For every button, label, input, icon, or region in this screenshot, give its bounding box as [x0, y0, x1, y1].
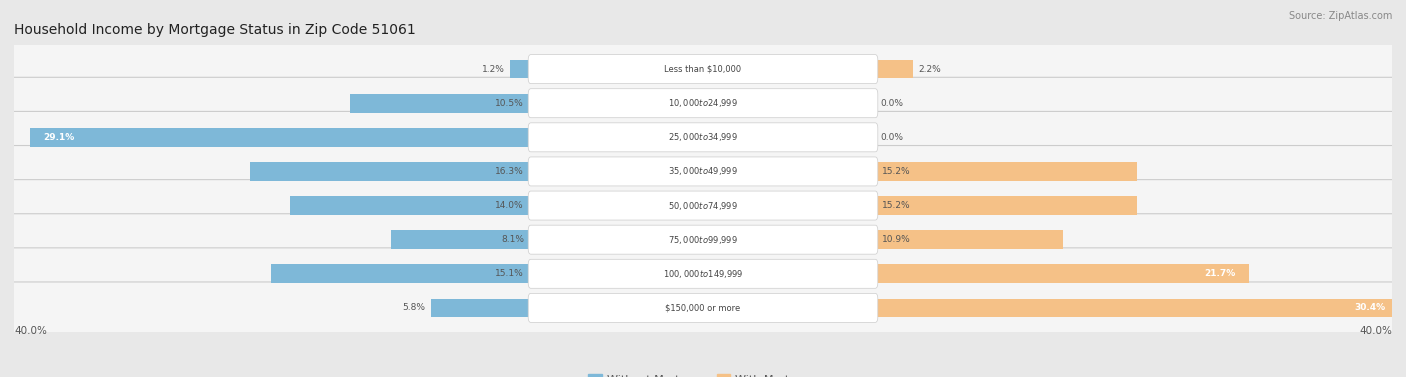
FancyBboxPatch shape [529, 225, 877, 254]
Text: 0.0%: 0.0% [880, 133, 904, 142]
Text: $50,000 to $74,999: $50,000 to $74,999 [668, 199, 738, 211]
FancyBboxPatch shape [8, 248, 1398, 300]
Bar [510, 60, 531, 78]
FancyBboxPatch shape [8, 146, 1398, 198]
Text: $100,000 to $149,999: $100,000 to $149,999 [662, 268, 744, 280]
Bar [875, 230, 1063, 249]
Bar [875, 196, 1137, 215]
Bar [391, 230, 531, 249]
Text: 40.0%: 40.0% [14, 326, 46, 336]
Text: $25,000 to $34,999: $25,000 to $34,999 [668, 131, 738, 143]
FancyBboxPatch shape [529, 89, 877, 118]
Bar [875, 299, 1399, 317]
Text: 15.2%: 15.2% [882, 167, 911, 176]
FancyBboxPatch shape [8, 179, 1398, 231]
FancyBboxPatch shape [529, 191, 877, 220]
FancyBboxPatch shape [8, 77, 1398, 129]
Bar [271, 264, 531, 283]
Bar [250, 162, 531, 181]
FancyBboxPatch shape [529, 293, 877, 322]
Text: 2.2%: 2.2% [918, 64, 941, 74]
Text: 10.5%: 10.5% [495, 99, 524, 108]
FancyBboxPatch shape [529, 157, 877, 186]
Text: $10,000 to $24,999: $10,000 to $24,999 [668, 97, 738, 109]
Text: 15.2%: 15.2% [882, 201, 911, 210]
FancyBboxPatch shape [529, 123, 877, 152]
Text: 40.0%: 40.0% [1360, 326, 1392, 336]
Text: 5.8%: 5.8% [402, 303, 426, 313]
FancyBboxPatch shape [529, 55, 877, 84]
Text: 16.3%: 16.3% [495, 167, 524, 176]
Text: 1.2%: 1.2% [482, 64, 505, 74]
Bar [875, 264, 1249, 283]
Text: 0.0%: 0.0% [880, 99, 904, 108]
FancyBboxPatch shape [8, 282, 1398, 334]
Text: $75,000 to $99,999: $75,000 to $99,999 [668, 234, 738, 246]
Text: 10.9%: 10.9% [882, 235, 911, 244]
Legend: Without Mortgage, With Mortgage: Without Mortgage, With Mortgage [583, 370, 823, 377]
FancyBboxPatch shape [8, 214, 1398, 265]
Text: Source: ZipAtlas.com: Source: ZipAtlas.com [1288, 11, 1392, 21]
FancyBboxPatch shape [8, 112, 1398, 163]
Text: Household Income by Mortgage Status in Zip Code 51061: Household Income by Mortgage Status in Z… [14, 23, 416, 37]
Text: 15.1%: 15.1% [495, 269, 524, 278]
Bar [350, 94, 531, 113]
Text: 29.1%: 29.1% [44, 133, 75, 142]
Text: 8.1%: 8.1% [501, 235, 524, 244]
Bar [875, 60, 912, 78]
Text: 30.4%: 30.4% [1354, 303, 1385, 313]
Text: Less than $10,000: Less than $10,000 [665, 64, 741, 74]
FancyBboxPatch shape [529, 259, 877, 288]
FancyBboxPatch shape [8, 43, 1398, 95]
Bar [30, 128, 531, 147]
Bar [875, 162, 1137, 181]
Text: 14.0%: 14.0% [495, 201, 524, 210]
Text: 21.7%: 21.7% [1204, 269, 1236, 278]
Bar [290, 196, 531, 215]
Text: $35,000 to $49,999: $35,000 to $49,999 [668, 166, 738, 178]
Bar [430, 299, 531, 317]
Text: $150,000 or more: $150,000 or more [665, 303, 741, 313]
